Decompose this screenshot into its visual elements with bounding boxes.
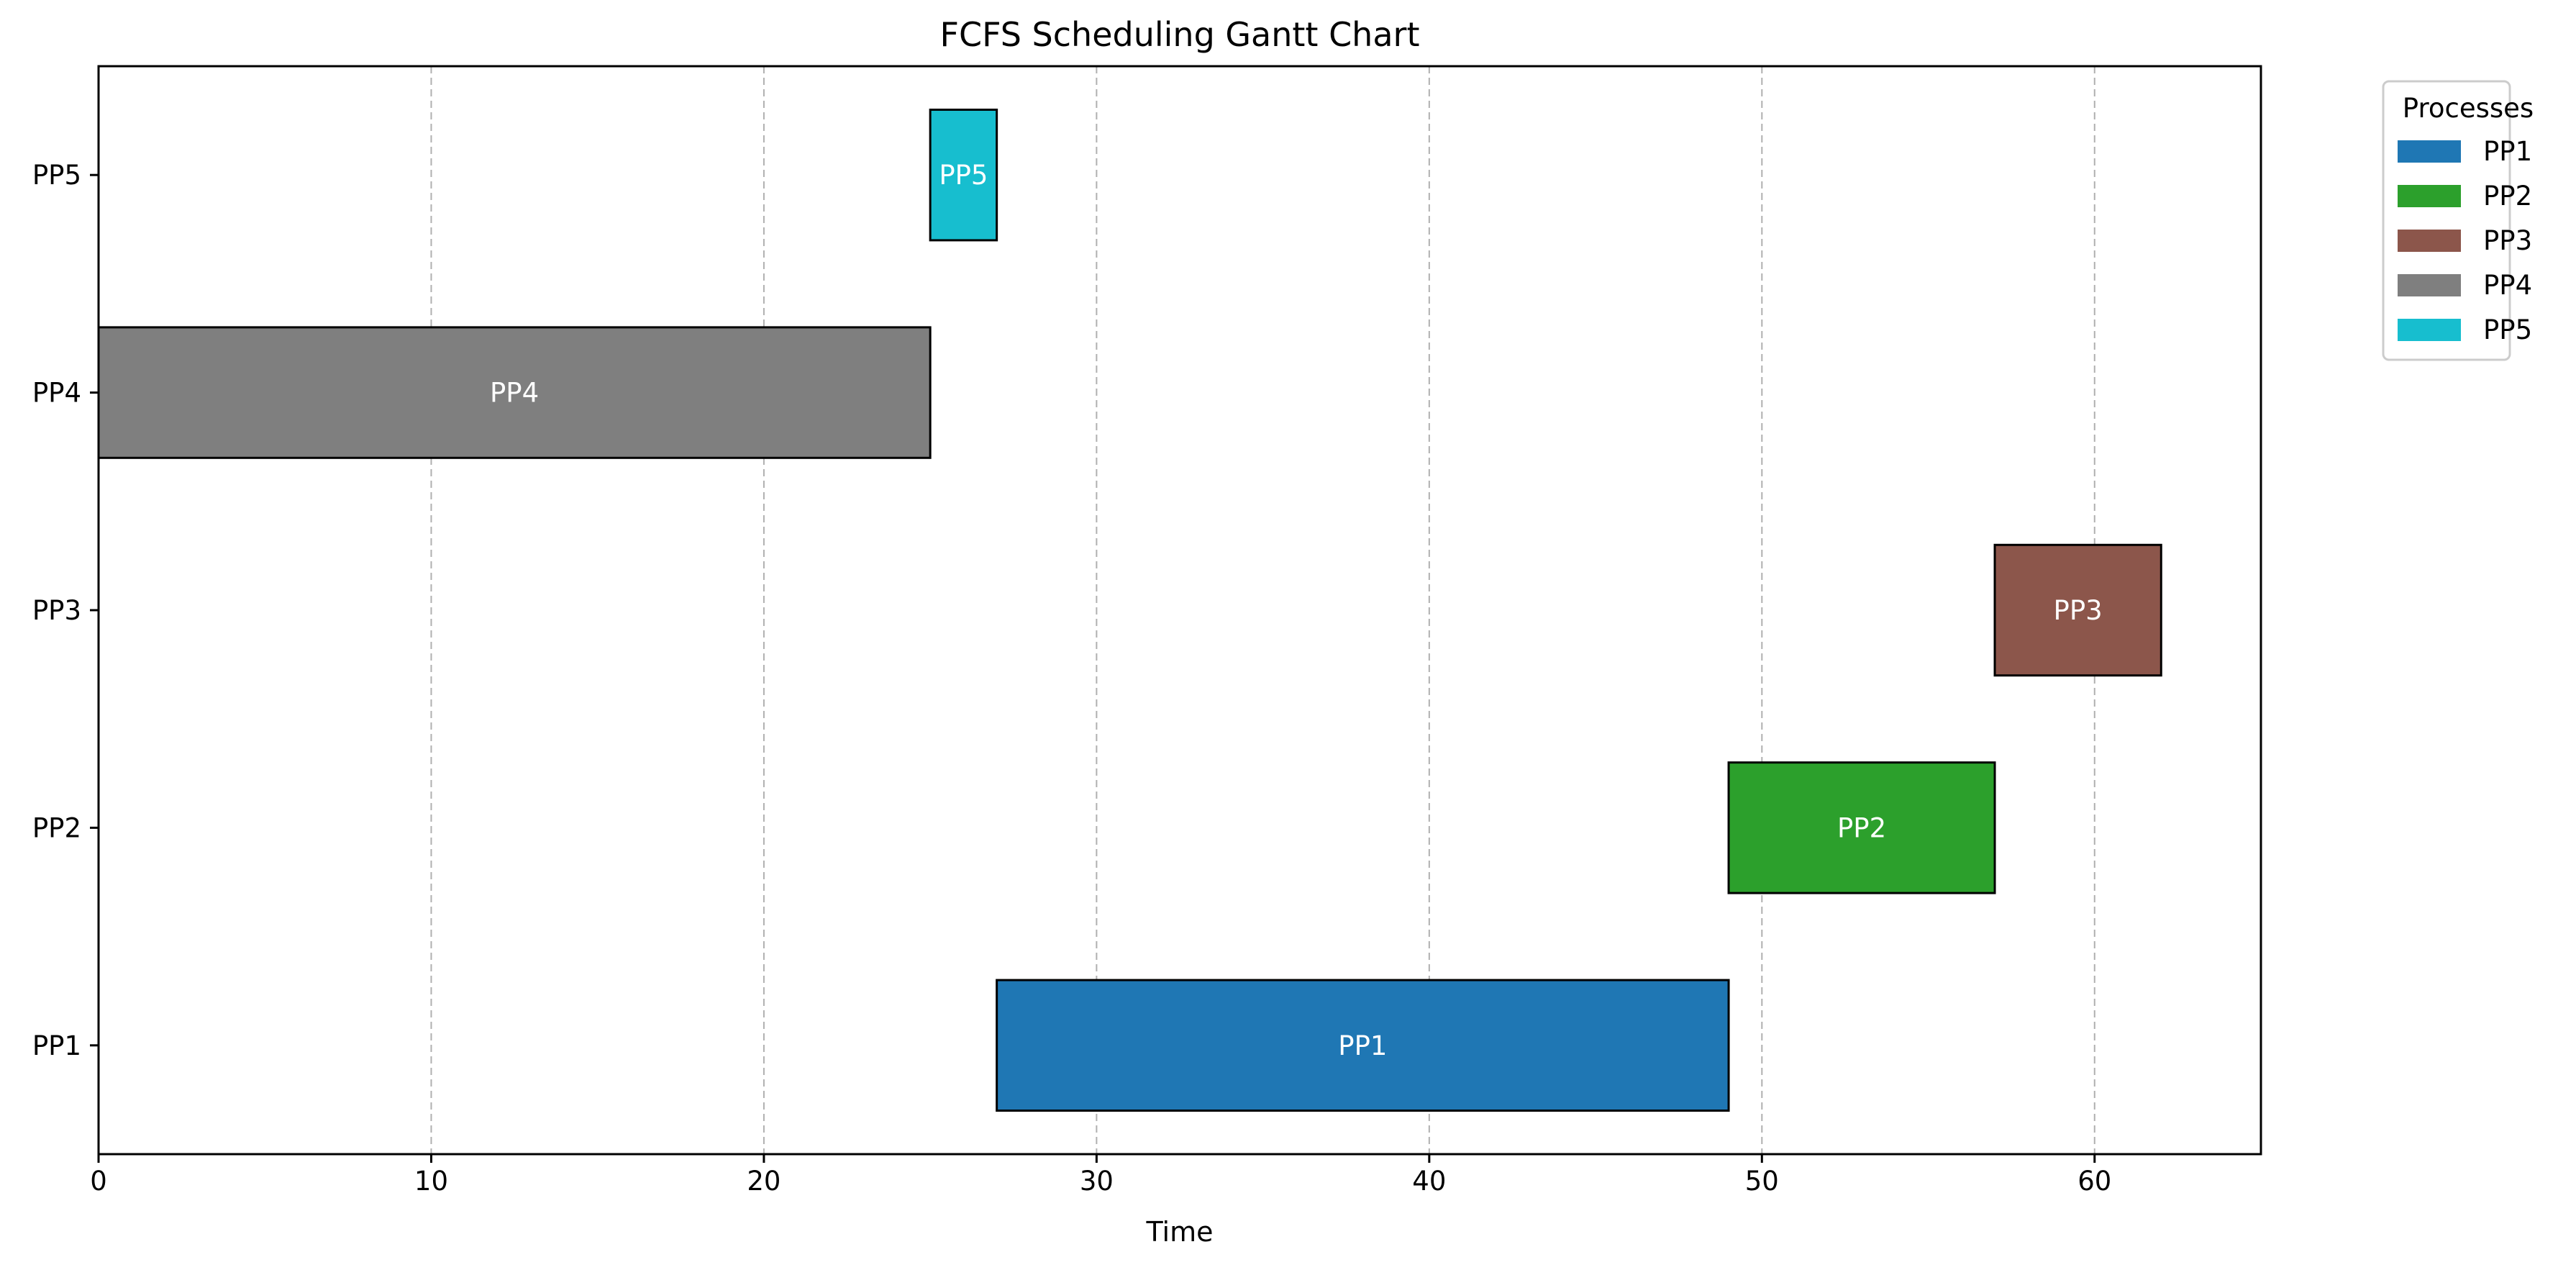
- legend-swatch: [2398, 140, 2461, 163]
- gantt-bar-pp3: [1993, 543, 2162, 677]
- legend-entry-label: PP5: [2483, 314, 2532, 345]
- bar-label: PP1: [1338, 1030, 1387, 1061]
- legend-swatch: [2398, 319, 2461, 341]
- bar-label: PP3: [2054, 595, 2103, 626]
- x-tick-label: 0: [90, 1166, 107, 1197]
- legend-swatch: [2398, 274, 2461, 296]
- legend-swatch: [2398, 185, 2461, 207]
- x-axis-title: Time: [1146, 1216, 1214, 1248]
- x-tick-label: 60: [2077, 1166, 2111, 1197]
- gantt-bar-pp1: [996, 979, 1730, 1112]
- x-tick-label: 20: [747, 1166, 780, 1197]
- legend: Processes PP1 PP2 PP3 PP4 PP5: [2382, 80, 2534, 361]
- y-tick-label: PP3: [32, 595, 81, 626]
- y-tick-label: PP2: [32, 812, 81, 843]
- x-tick-label: 30: [1080, 1166, 1114, 1197]
- legend-entry-label: PP1: [2483, 136, 2532, 167]
- bar-label: PP4: [490, 378, 539, 409]
- gantt-bar-pp2: [1727, 761, 1996, 894]
- x-axis-ticks: 0 10 20 30 40 50 60: [90, 1154, 2111, 1197]
- y-tick-label: PP4: [32, 378, 81, 409]
- chart-title: FCFS Scheduling Gantt Chart: [940, 15, 1420, 54]
- x-tick-label: 40: [1412, 1166, 1446, 1197]
- gantt-bar-pp4: [97, 326, 932, 459]
- bar-label: PP2: [1837, 812, 1886, 843]
- y-tick-label: PP5: [32, 160, 81, 191]
- legend-swatch: [2398, 230, 2461, 252]
- gantt-bar-pp5: [929, 108, 998, 242]
- bar-label: PP5: [939, 160, 988, 191]
- legend-entry-label: PP2: [2483, 181, 2532, 212]
- y-axis-ticks: PP1 PP2 PP3 PP4 PP5: [32, 160, 99, 1061]
- y-tick-label: PP1: [32, 1030, 81, 1061]
- gantt-bars: PP1 PP2 PP3 PP4 PP5: [97, 108, 2162, 1112]
- legend-title: Processes: [2403, 93, 2534, 124]
- legend-entry-label: PP4: [2483, 270, 2532, 301]
- x-tick-label: 10: [414, 1166, 448, 1197]
- legend-entry-label: PP3: [2483, 225, 2532, 256]
- x-tick-label: 50: [1745, 1166, 1779, 1197]
